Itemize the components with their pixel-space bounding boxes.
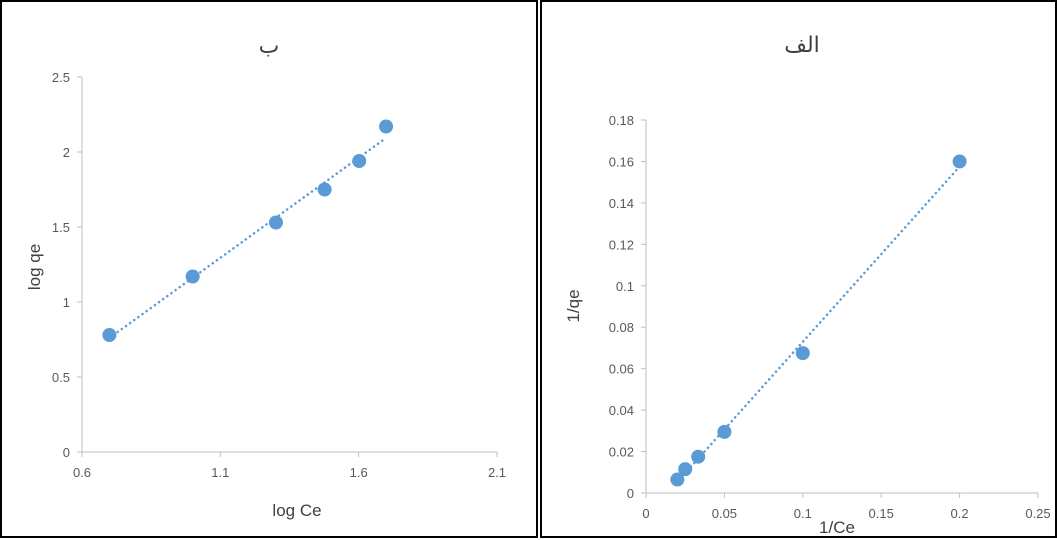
y-tick-label: 1	[63, 295, 70, 310]
data-point	[317, 182, 332, 197]
data-point	[717, 424, 732, 439]
y-tick-label: 0	[63, 445, 70, 460]
y-tick-label: 2.5	[52, 70, 70, 85]
y-axis-title: log qe	[25, 244, 44, 290]
x-tick-label: 0.6	[73, 465, 91, 480]
x-axis-title: log Ce	[272, 501, 321, 520]
data-point	[691, 449, 706, 464]
data-point	[268, 215, 283, 230]
chart-title: ب	[259, 34, 280, 59]
y-tick-label: 1.5	[52, 220, 70, 235]
chart-title: الف	[784, 33, 820, 58]
data-point	[795, 346, 810, 361]
y-tick-label: 0.12	[609, 237, 634, 252]
trendline	[108, 136, 388, 340]
x-axis-title: 1/Ce	[819, 518, 855, 537]
y-tick-label: 0.08	[609, 320, 634, 335]
log-isotherm-chart: ب log Ce log qe 0.6 1.1 1.6 2.1 0 0.5 1 1.5 2 2.5	[25, 34, 506, 520]
x-tick-label: 0.25	[1025, 506, 1050, 521]
y-tick-label: 0.1	[616, 279, 634, 294]
data-point	[102, 328, 117, 342]
data-point	[185, 269, 200, 284]
x-tick-label: 1.6	[350, 465, 368, 480]
y-tick-label: 0.5	[52, 370, 70, 385]
y-tick-label: 0.18	[609, 113, 634, 128]
data-point	[379, 119, 394, 134]
reciprocal-isotherm-chart: الف 1/Ce 1/qe 0 0.05 0.1 0.15 0.2 0.25 0 0.02 0.…	[564, 33, 1051, 537]
x-tick-label: 0	[642, 506, 649, 521]
y-tick-label: 0.06	[609, 362, 634, 377]
data-point	[352, 154, 367, 168]
y-axis-title: 1/qe	[564, 289, 583, 322]
y-tick-label: 0.16	[609, 154, 634, 169]
x-tick-label: 0.2	[951, 506, 969, 521]
x-tick-label: 0.1	[794, 506, 812, 521]
data-point	[952, 154, 967, 169]
x-tick-label: 0.15	[869, 506, 894, 521]
data-point	[678, 462, 693, 477]
y-tick-label: 0	[627, 486, 634, 501]
x-tick-label: 1.1	[211, 465, 229, 480]
x-tick-label: 2.1	[488, 465, 506, 480]
chart-panel-log: ب log Ce log qe 0.6 1.1 1.6 2.1 0 0.5 1 1.5 2 2.5	[0, 0, 538, 538]
x-tick-label: 0.05	[712, 506, 737, 521]
y-tick-label: 0.02	[609, 445, 634, 460]
data-point	[670, 472, 685, 487]
y-tick-label: 2	[63, 145, 70, 160]
y-tick-label: 0.04	[609, 403, 634, 418]
chart-panel-reciprocal: الف 1/Ce 1/qe 0 0.05 0.1 0.15 0.2 0.25 0 0.02 0.…	[540, 0, 1057, 538]
y-tick-label: 0.14	[609, 196, 634, 211]
